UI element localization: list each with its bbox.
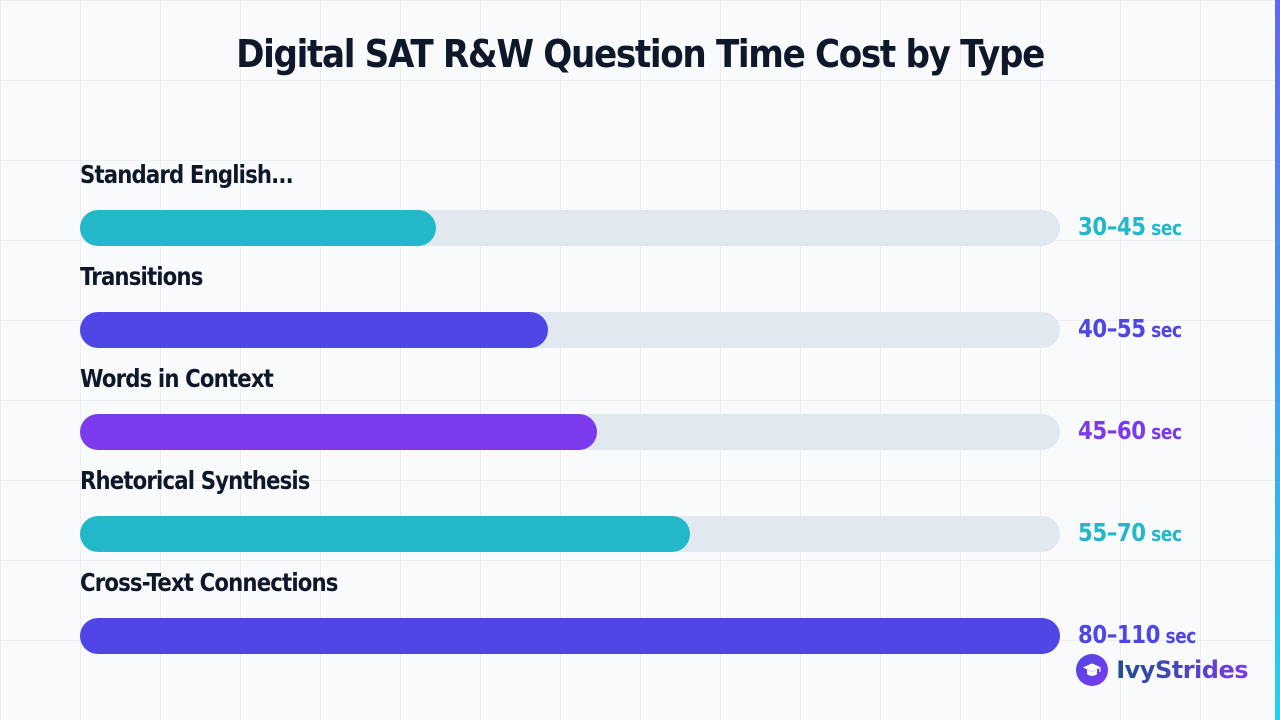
bar-category-label: Cross-Text Connections [80, 568, 338, 597]
value-range: 80–110 [1078, 620, 1161, 649]
brand-name: IvyStrides [1116, 656, 1248, 684]
bar-value-label: 80–110 sec [1078, 620, 1196, 649]
value-unit: sec [1145, 522, 1182, 546]
bar-track [80, 618, 1060, 654]
bar-category-label: Transitions [80, 262, 203, 291]
bar-track [80, 414, 1060, 450]
bar-value-label: 40–55 sec [1078, 314, 1182, 343]
bar-track [80, 312, 1060, 348]
bar [80, 618, 1060, 654]
value-range: 55–70 [1078, 518, 1146, 547]
value-unit: sec [1160, 624, 1196, 648]
value-unit: sec [1145, 318, 1182, 342]
brand-logo: IvyStrides [1076, 654, 1248, 686]
value-range: 45–60 [1078, 416, 1146, 445]
bar-value-label: 30–45 sec [1078, 212, 1182, 241]
bar [80, 516, 690, 552]
value-unit: sec [1145, 420, 1182, 444]
graduation-cap-icon [1076, 654, 1109, 686]
bar [80, 312, 548, 348]
value-unit: sec [1145, 216, 1182, 240]
bar-category-label: Words in Context [80, 364, 274, 393]
bar-value-label: 55–70 sec [1078, 518, 1182, 547]
bar [80, 414, 597, 450]
bar-value-label: 45–60 sec [1078, 416, 1182, 445]
bar-track [80, 516, 1060, 552]
bar-track [80, 210, 1060, 246]
chart-title: Digital SAT R&W Question Time Cost by Ty… [236, 32, 1045, 76]
value-range: 40–55 [1078, 314, 1146, 343]
bar-category-label: Rhetorical Synthesis [80, 466, 310, 495]
bar-category-label: Standard English... [80, 160, 294, 189]
bar [80, 210, 436, 246]
value-range: 30–45 [1078, 212, 1146, 241]
right-accent-bar [1275, 0, 1280, 720]
